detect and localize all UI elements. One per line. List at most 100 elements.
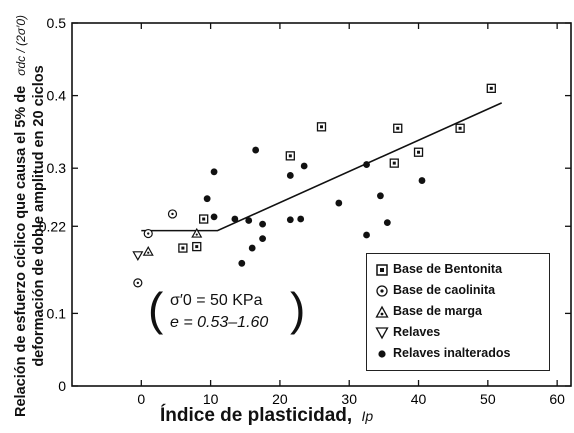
data-point-filled-circle bbox=[335, 199, 343, 207]
filled-circle-marker bbox=[231, 215, 239, 223]
x-tick-label: 10 bbox=[203, 391, 219, 407]
data-point-filled-circle bbox=[418, 177, 426, 184]
triangle-up-marker-icon bbox=[375, 305, 389, 318]
trend-line bbox=[141, 102, 503, 232]
data-point-square-dot bbox=[316, 122, 327, 132]
annotation-stress: σ′0 = 50 KPa bbox=[170, 292, 263, 309]
filled-circle-marker bbox=[248, 244, 256, 252]
x-tick-label: 0 bbox=[137, 391, 145, 407]
plot-frame bbox=[71, 22, 572, 387]
filled-circle-marker bbox=[300, 162, 308, 170]
y-axis-symbol: σdc / (2σ′0) bbox=[14, 15, 28, 76]
y-tick-label: 0.3 bbox=[47, 160, 67, 176]
legend-label-marga: Base de marga bbox=[393, 304, 482, 318]
filled-circle-marker bbox=[210, 168, 218, 176]
y-tick-label: 0.22 bbox=[39, 218, 66, 234]
data-point-square-dot bbox=[455, 123, 465, 133]
legend-item-marga: Base de marga bbox=[375, 304, 482, 319]
filled-circle-marker bbox=[259, 235, 266, 243]
x-tick-label: 20 bbox=[272, 391, 288, 407]
circle-marker-dot bbox=[136, 281, 140, 285]
data-point-filled-circle bbox=[248, 244, 256, 252]
filled-circle-marker bbox=[297, 215, 305, 223]
data-point-filled-circle bbox=[203, 195, 211, 203]
filled-circle-marker bbox=[238, 259, 246, 267]
legend-item-caolinita: Base de caolinita bbox=[375, 283, 495, 298]
data-point-filled-circle bbox=[297, 215, 305, 223]
triangle-up-marker-dot bbox=[147, 251, 150, 254]
square-marker-dot bbox=[195, 245, 199, 249]
filled-circle-marker bbox=[383, 219, 391, 227]
square-marker-dot bbox=[202, 217, 206, 221]
y-axis-title-line2: deformación de doble amplitud en 20 cicl… bbox=[31, 65, 47, 367]
data-point-circle-dot bbox=[143, 228, 153, 239]
data-point-filled-circle bbox=[259, 235, 266, 243]
triangle-down-marker-icon bbox=[375, 327, 389, 340]
data-point-filled-circle bbox=[252, 146, 260, 154]
circle-marker-dot bbox=[147, 232, 150, 235]
y-tick-label: 0.4 bbox=[47, 88, 67, 104]
square-marker-dot bbox=[288, 154, 292, 158]
data-point-filled-circle bbox=[300, 162, 308, 170]
legend-item-inalterados: Relaves inalterados bbox=[375, 346, 510, 361]
x-tick-label: 50 bbox=[480, 391, 496, 407]
data-point-circle-dot bbox=[133, 278, 143, 288]
data-point-filled-circle bbox=[238, 259, 246, 267]
legend-item-bentonita: Base de Bentonita bbox=[375, 262, 502, 277]
legend: Base de Bentonita Base de caolinita Base… bbox=[366, 253, 550, 371]
data-point-filled-circle bbox=[363, 161, 370, 168]
square-marker-dot bbox=[396, 126, 400, 130]
y-tick-label: 0.1 bbox=[47, 305, 67, 321]
square-marker-dot bbox=[489, 86, 493, 90]
triangle-up-marker-dot bbox=[195, 233, 198, 236]
x-axis-title-text: Índice de plasticidad bbox=[160, 405, 347, 426]
data-point-square-dot bbox=[389, 158, 399, 168]
x-axis-symbol: Ip bbox=[361, 408, 374, 424]
filled-circle-marker bbox=[377, 192, 384, 200]
tick-labels: 0 10 20 30 40 50 60 0 0.1 0.22 0.3 0.4 0.5 bbox=[39, 15, 565, 407]
annotation-right-paren: ) bbox=[290, 283, 306, 335]
filled-circle-marker bbox=[259, 220, 266, 228]
triangle-up-marker bbox=[191, 227, 203, 238]
triangle-up-marker bbox=[142, 245, 154, 256]
square-marker-dot bbox=[320, 125, 323, 129]
data-point-filled-circle bbox=[231, 215, 239, 223]
filled-circle-marker bbox=[252, 146, 260, 154]
circle-dot-marker-icon bbox=[376, 285, 388, 297]
data-point-square-dot bbox=[192, 241, 202, 252]
y-axis-title-line1: Relación de esfuerzo cíclico que causa e… bbox=[13, 85, 29, 417]
square-dot-marker-icon bbox=[376, 263, 388, 276]
x-tick-label: 30 bbox=[341, 391, 357, 407]
square-marker-dot bbox=[458, 126, 462, 130]
y-tick-label: 0.5 bbox=[47, 15, 67, 31]
axes bbox=[71, 22, 572, 387]
data-point-filled-circle bbox=[210, 213, 218, 221]
trend-lines bbox=[141, 102, 503, 232]
data-point-square-dot bbox=[199, 214, 209, 224]
data-point-filled-circle bbox=[286, 216, 294, 224]
data-point-filled-circle bbox=[210, 168, 218, 176]
annotation-void-ratio: e = 0.53–1.60 bbox=[170, 314, 269, 331]
y-axis-title: Relación de esfuerzo cíclico que causa e… bbox=[6, 0, 54, 433]
y-tick-label: 0 bbox=[58, 378, 66, 394]
data-point-square-dot bbox=[393, 123, 403, 133]
data-point-filled-circle bbox=[383, 219, 391, 227]
square-marker-dot bbox=[417, 150, 421, 154]
filled-circle-marker-icon bbox=[378, 350, 386, 358]
x-axis-title: Índice de plasticidad, Ip bbox=[160, 405, 374, 426]
data-point-triangle-up bbox=[142, 245, 154, 256]
x-tick-label: 60 bbox=[549, 391, 565, 407]
filled-circle-marker bbox=[418, 177, 426, 184]
filled-circle-marker bbox=[245, 217, 253, 224]
data-points bbox=[132, 83, 496, 288]
data-point-square-dot bbox=[486, 83, 496, 93]
data-point-filled-circle bbox=[377, 192, 384, 200]
legend-label-inalterados: Relaves inalterados bbox=[393, 346, 511, 360]
filled-circle-marker bbox=[286, 216, 294, 224]
square-marker-dot bbox=[181, 246, 185, 250]
data-point-filled-circle bbox=[363, 231, 370, 239]
annotation-left-paren: ( bbox=[148, 283, 164, 335]
data-point-square-dot bbox=[285, 151, 295, 161]
circle-marker-dot bbox=[171, 212, 174, 216]
